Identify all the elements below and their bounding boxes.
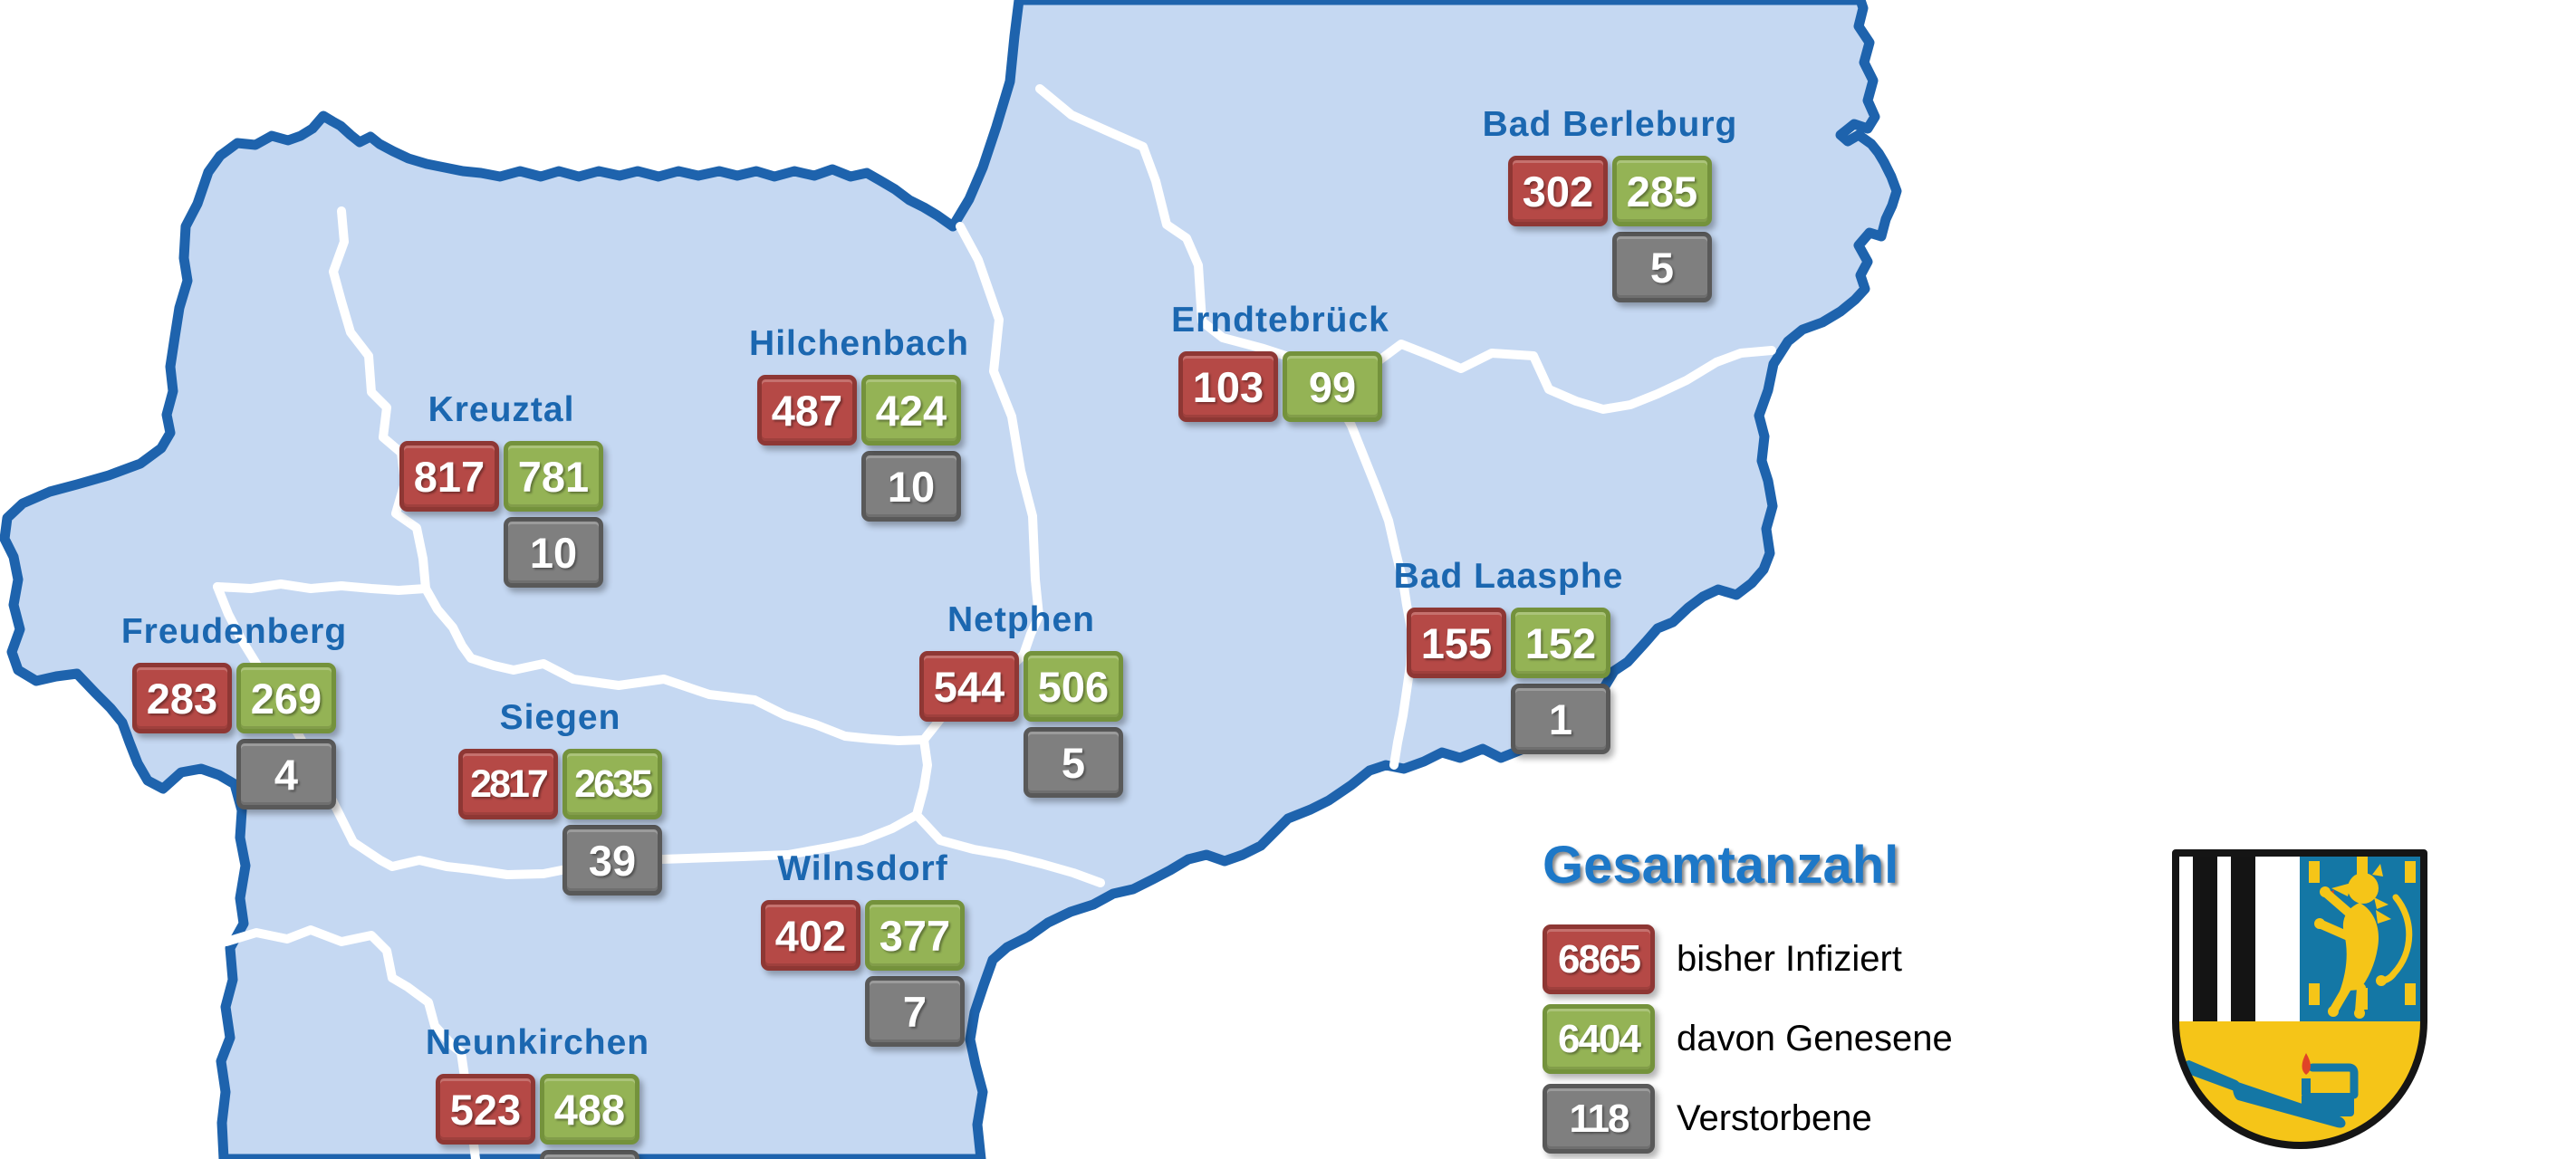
municipality-hilchenbach: Hilchenbach 487 424 10 (749, 324, 968, 522)
deceased-badge: 10 (504, 517, 603, 588)
recovered-badge: 424 (861, 375, 961, 445)
municipality-wilnsdorf: Wilnsdorf 402 377 7 (761, 849, 965, 1047)
municipality-name: Bad Laasphe (1393, 557, 1624, 596)
infected-badge: 402 (761, 900, 860, 971)
municipality-freudenberg: Freudenberg 283 269 4 (121, 612, 346, 809)
miners-lamp-icon (2302, 1053, 2359, 1116)
municipality-bad-berleburg: Bad Berleburg 302 285 5 (1483, 105, 1736, 302)
municipality-kreuztal: Kreuztal 817 781 10 (399, 390, 603, 588)
recovered-badge: 2635 (562, 749, 662, 819)
municipality-bad-laasphe: Bad Laasphe 155 152 1 (1394, 557, 1622, 754)
recovered-total-label: davon Genesene (1677, 1019, 1953, 1058)
municipality-siegen: Siegen 2817 2635 39 (458, 698, 662, 896)
municipality-name: Neunkirchen (425, 1023, 650, 1062)
deceased-badge: 5 (1024, 727, 1123, 798)
recovered-badge: 377 (865, 900, 965, 971)
infected-badge: 523 (436, 1074, 535, 1145)
legend-item-recovered: 6404 davon Genesene (1543, 1004, 1953, 1074)
municipality-name: Netphen (947, 600, 1095, 639)
municipality-netphen: Netphen 544 506 5 (919, 600, 1123, 798)
deceased-badge: 39 (562, 825, 662, 896)
legend: Gesamtanzahl 6865 bisher Infiziert 6404 … (1543, 835, 1953, 1159)
recovered-badge: 488 (540, 1074, 639, 1145)
recovered-badge: 152 (1511, 608, 1610, 678)
municipality-name: Wilnsdorf (777, 849, 948, 888)
deceased-badge: 7 (865, 976, 965, 1047)
deceased-badge: 5 (1612, 232, 1712, 302)
municipality-name: Erndtebrück (1171, 301, 1389, 340)
infected-badge: 155 (1407, 608, 1506, 678)
infected-total-badge: 6865 (1543, 924, 1655, 994)
municipality-erndtebrueck: Erndtebrück 103 99 (1171, 301, 1389, 422)
municipality-name: Hilchenbach (749, 324, 969, 363)
recovered-total-badge: 6404 (1543, 1004, 1655, 1074)
legend-item-deceased: 118 Verstorbene (1543, 1084, 1953, 1154)
deceased-badge: 4 (236, 739, 336, 809)
municipality-name: Bad Berleburg (1482, 105, 1738, 144)
deceased-badge-partial (540, 1150, 639, 1159)
infected-badge: 302 (1508, 156, 1608, 226)
infected-badge: 2817 (458, 749, 558, 819)
infected-badge: 103 (1178, 351, 1278, 422)
infected-badge: 487 (757, 375, 857, 445)
coat-of-arms (2172, 849, 2427, 1149)
infected-badge: 817 (399, 441, 499, 512)
recovered-badge: 269 (236, 663, 336, 733)
recovered-badge: 781 (504, 441, 603, 512)
municipality-name: Kreuztal (428, 390, 575, 429)
legend-item-infected: 6865 bisher Infiziert (1543, 924, 1953, 994)
lion-icon (2314, 864, 2413, 1019)
municipality-name: Siegen (499, 698, 621, 737)
deceased-badge: 10 (861, 451, 961, 522)
legend-title: Gesamtanzahl (1543, 836, 1899, 895)
deceased-total-label: Verstorbene (1677, 1098, 1872, 1138)
recovered-badge: 506 (1024, 651, 1123, 722)
municipality-neunkirchen: Neunkirchen 523 488 (426, 1023, 649, 1159)
recovered-badge: 99 (1283, 351, 1382, 422)
deceased-badge: 1 (1511, 684, 1610, 754)
recovered-badge: 285 (1612, 156, 1712, 226)
infected-badge: 283 (132, 663, 232, 733)
deceased-total-badge: 118 (1543, 1084, 1655, 1154)
municipality-name: Freudenberg (120, 612, 348, 651)
infected-badge: 544 (919, 651, 1019, 722)
infected-total-label: bisher Infiziert (1677, 939, 1902, 979)
